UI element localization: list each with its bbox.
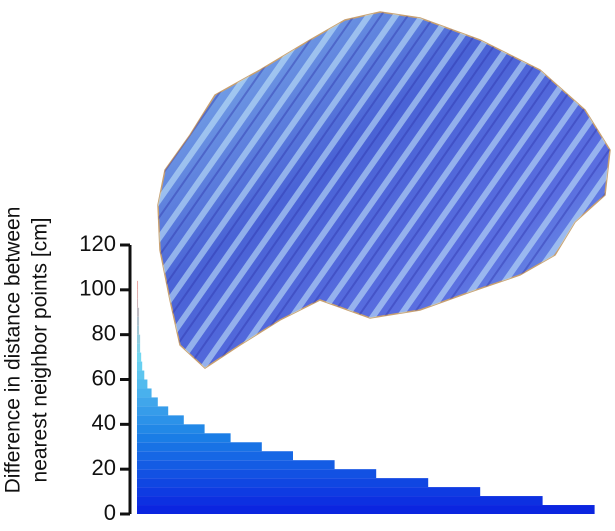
histogram-bar (137, 325, 140, 335)
histogram-bar (137, 343, 141, 353)
y-tick-label: 0 (104, 500, 116, 525)
histogram-bar (137, 442, 262, 452)
histogram-bar (137, 415, 184, 425)
histogram-bar (137, 397, 158, 407)
histogram-bar (137, 334, 141, 344)
y-tick-label: 60 (92, 365, 116, 390)
histogram-bar (137, 406, 169, 416)
y-tick-label: 20 (92, 455, 116, 480)
y-tick-label: 80 (92, 320, 116, 345)
histogram-bar (137, 379, 148, 389)
y-axis-label: Difference in distance between (2, 207, 25, 494)
histogram-bar (137, 289, 139, 299)
histogram-bar (137, 505, 595, 514)
histogram-bar (137, 469, 377, 479)
histogram-bar (137, 433, 231, 443)
histogram-bar (137, 487, 481, 497)
histogram-bar (137, 451, 293, 461)
histogram-bar (137, 496, 543, 506)
histogram-bar (137, 388, 152, 398)
y-axis-label: nearest neighbor points [cm] (29, 218, 52, 483)
y-tick-label: 120 (79, 231, 116, 256)
histogram-bar (137, 280, 139, 290)
y-tick-label: 40 (92, 410, 116, 435)
histogram-bar (137, 478, 429, 488)
y-tick-label: 100 (79, 276, 116, 301)
histogram-bar (137, 370, 145, 380)
histogram-bar (137, 424, 205, 434)
histogram-bar (137, 316, 140, 326)
histogram-bar (137, 460, 335, 470)
histogram-bar (137, 298, 139, 308)
histogram-bar (137, 361, 143, 371)
histogram-bar (137, 352, 142, 362)
point-cloud (157, 11, 611, 369)
histogram (137, 280, 595, 514)
histogram-bar (137, 307, 140, 317)
